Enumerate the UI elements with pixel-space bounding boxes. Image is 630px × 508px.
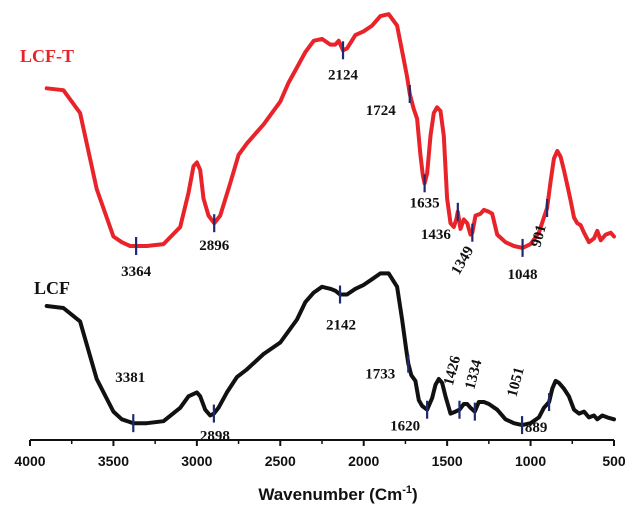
peak-label-lcf-2142: 2142: [326, 318, 356, 334]
peak-label-lcf-t-2896: 2896: [199, 238, 230, 254]
x-axis-title-superscript: -1: [402, 484, 412, 496]
x-axis-title: Wavenumber (Cm-1): [258, 484, 417, 504]
peak-label-lcf-t-1635: 1635: [410, 195, 440, 211]
x-tick-label-1000: 1000: [515, 453, 546, 469]
x-tick-label-2000: 2000: [348, 453, 379, 469]
x-axis-title-text: Wavenumber (Cm: [258, 485, 402, 504]
x-axis-title-close: ): [412, 485, 418, 504]
x-tick-label-1500: 1500: [432, 453, 463, 469]
peak-label-lcf-1620: 1620: [390, 419, 420, 435]
peak-label-lcf-889: 889: [525, 420, 548, 436]
series-label-lcf: LCF: [34, 278, 70, 298]
x-tick-label-4000: 4000: [14, 453, 45, 469]
peak-label-lcf-t-1436: 1436: [421, 227, 452, 243]
series-label-lcf-t: LCF-T: [20, 46, 74, 66]
series-line-lcf: [44, 271, 616, 428]
peak-label-lcf-t-1048: 1048: [508, 267, 538, 283]
x-tick-label-3000: 3000: [181, 453, 212, 469]
peak-label-lcf-t-1349: 1349: [448, 244, 477, 278]
peak-label-lcf-1051: 1051: [505, 365, 528, 398]
peak-label-lcf-1733: 1733: [365, 367, 395, 383]
peak-label-lcf-1426: 1426: [441, 354, 464, 388]
x-axis-ticks: 4000 3500 3000 2500 2000 1500 1000 500: [14, 440, 626, 469]
peak-label-lcf-t-1724: 1724: [366, 103, 397, 119]
peak-label-lcf-1334: 1334: [462, 358, 485, 392]
x-tick-label-3500: 3500: [98, 453, 129, 469]
peak-label-lcf-t-2124: 2124: [328, 67, 359, 83]
peak-label-lcf-t-901: 901: [529, 223, 550, 249]
peak-label-lcf-3381: 3381: [115, 370, 145, 386]
peak-label-lcf-t-3364: 3364: [121, 264, 152, 280]
x-tick-label-2500: 2500: [265, 453, 296, 469]
x-tick-label-500: 500: [602, 453, 626, 469]
peak-marker-layer: [132, 41, 551, 435]
peak-label-lcf-2898: 2898: [200, 429, 230, 445]
series-line-lcf-t: [44, 12, 616, 250]
